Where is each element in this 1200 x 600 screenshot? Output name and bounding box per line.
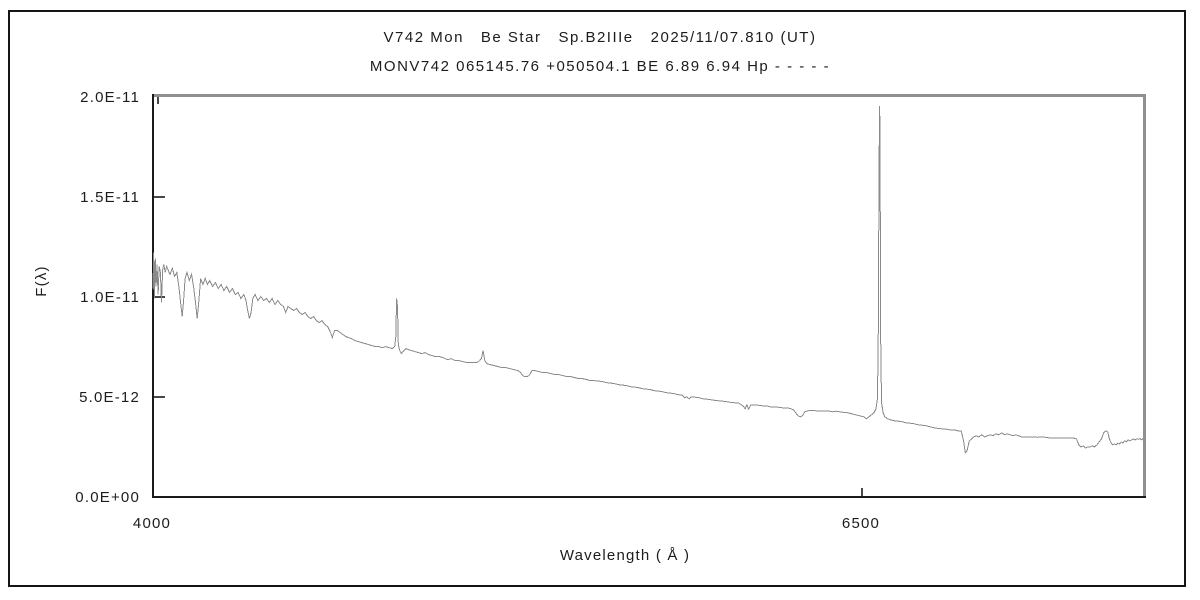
chart-subtitle: MONV742 065145.76 +050504.1 BE 6.89 6.94… [369, 58, 831, 75]
y-tick-label-2: 1.0E-11 [80, 289, 140, 306]
spectrum-line [152, 105, 1144, 455]
chart-title: V742 Mon Be Star Sp.B2IIIe 2025/11/07.81… [383, 29, 817, 46]
axis-ticks [154, 97, 863, 497]
x-axis-title: Wavelength ( Å ) [560, 547, 690, 564]
y-axis-title: F(λ) [33, 265, 50, 296]
y-tick-labels: 0.0E+00 5.0E-12 1.0E-11 1.5E-11 2.0E-11 [75, 89, 140, 506]
x-tick-labels: 4000 6500 [133, 515, 880, 532]
y-tick-label-4: 2.0E-11 [80, 89, 140, 106]
plot-frame [152, 94, 1146, 498]
y-tick-label-3: 1.5E-11 [80, 189, 140, 206]
y-tick-label-0: 0.0E+00 [75, 489, 140, 506]
x-tick-label-6500: 6500 [842, 515, 880, 532]
x-tick-label-4000: 4000 [133, 515, 171, 532]
outer-border [8, 10, 1186, 587]
y-tick-label-1: 5.0E-12 [79, 389, 140, 406]
